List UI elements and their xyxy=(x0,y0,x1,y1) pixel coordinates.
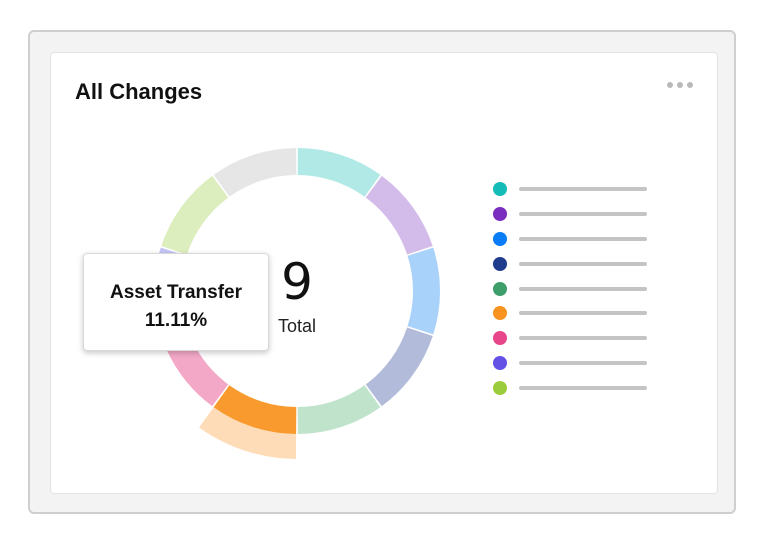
legend-item-6[interactable] xyxy=(493,301,653,326)
legend-label-placeholder xyxy=(519,261,647,266)
tooltip-label: Asset Transfer xyxy=(109,282,242,303)
donut-segment-1[interactable] xyxy=(297,148,381,197)
donut-segment-9[interactable] xyxy=(161,175,229,255)
chart-tooltip: Asset Transfer 11.11% xyxy=(83,253,269,351)
chart-center-label: Total xyxy=(278,316,316,336)
legend-label-placeholder xyxy=(519,336,647,341)
legend-item-7[interactable] xyxy=(493,326,653,351)
legend-item-2[interactable] xyxy=(493,202,653,227)
legend-swatch xyxy=(493,306,507,321)
legend-swatch xyxy=(493,231,507,246)
donut-segment-highlight-halo xyxy=(199,407,297,459)
legend-label-placeholder xyxy=(519,286,647,291)
legend-label-placeholder xyxy=(519,360,647,365)
donut-segment-2[interactable] xyxy=(365,175,433,255)
legend-swatch xyxy=(493,355,507,370)
legend-swatch xyxy=(493,331,507,346)
all-changes-card: All Changes 9 Total Asset Transfer 11.11… xyxy=(50,52,718,494)
legend-swatch xyxy=(493,207,507,222)
legend-swatch xyxy=(493,182,507,197)
legend-item-8[interactable] xyxy=(493,351,653,376)
legend-item-5[interactable] xyxy=(493,276,653,301)
legend-item-1[interactable] xyxy=(493,177,653,202)
more-horizontal-icon[interactable] xyxy=(667,77,693,93)
chart-legend xyxy=(493,177,653,400)
legend-swatch xyxy=(493,380,507,395)
legend-swatch xyxy=(493,281,507,296)
chart-center-value: 9 xyxy=(281,253,313,311)
donut-segment-10[interactable] xyxy=(213,148,297,197)
legend-item-3[interactable] xyxy=(493,227,653,252)
legend-label-placeholder xyxy=(519,236,647,241)
donut-segment-6[interactable] xyxy=(213,385,297,434)
legend-label-placeholder xyxy=(519,385,647,390)
donut-segment-4[interactable] xyxy=(365,327,433,407)
legend-swatch xyxy=(493,256,507,271)
legend-label-placeholder xyxy=(519,187,647,192)
tooltip-value: 11.11% xyxy=(144,310,208,331)
legend-item-9[interactable] xyxy=(493,375,653,400)
donut-segment-3[interactable] xyxy=(407,247,441,335)
donut-segment-5[interactable] xyxy=(297,385,381,434)
card-title: All Changes xyxy=(75,79,203,104)
legend-item-4[interactable] xyxy=(493,251,653,276)
legend-label-placeholder xyxy=(519,212,647,217)
legend-label-placeholder xyxy=(519,311,647,316)
